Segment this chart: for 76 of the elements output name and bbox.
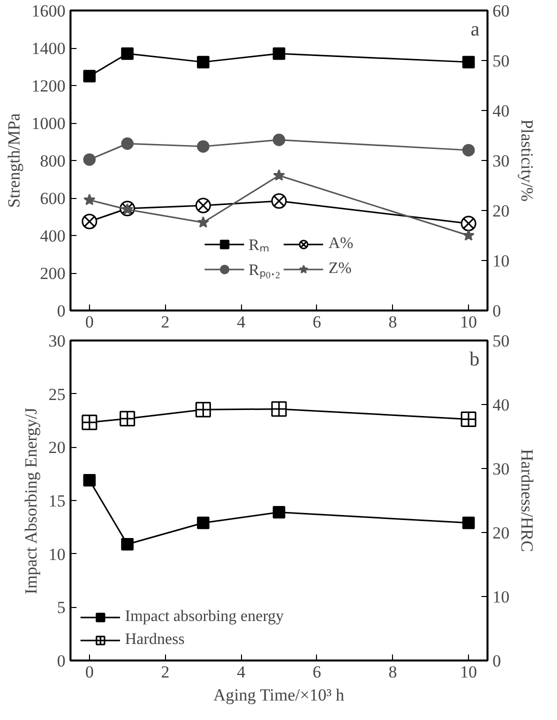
y-tick-label: 15 — [48, 492, 66, 510]
y2-tick-label: 50 — [492, 52, 510, 70]
legend-label: Z% — [328, 260, 352, 278]
y-axis-title: Impact Absorbing Energy/J — [22, 407, 40, 594]
y2-tick-label: 20 — [492, 202, 510, 220]
point — [462, 144, 475, 156]
annotation: a — [470, 18, 480, 40]
y-tick-label: 1200 — [32, 76, 66, 96]
x-tick-label: 8 — [388, 662, 397, 682]
x-axis-title: Aging Time/×10³ h — [213, 686, 345, 704]
x-tick-label: 6 — [312, 312, 322, 332]
point — [195, 198, 211, 214]
point — [120, 410, 136, 426]
x-tick-label: 4 — [236, 662, 246, 682]
y-tick-label: 800 — [40, 152, 66, 170]
y-tick-label: 600 — [40, 189, 66, 208]
y2-tick-label: 20 — [492, 524, 510, 542]
point — [83, 194, 96, 206]
point — [272, 47, 286, 60]
y2-axis-title: Hardness/HRC — [518, 449, 536, 552]
point — [271, 193, 287, 209]
y2-tick-label: 10 — [492, 252, 510, 270]
annotation: b — [470, 348, 480, 370]
legend-label: Impact absorbing energy — [125, 608, 284, 626]
y2-tick-label: 60 — [492, 2, 510, 20]
y-tick-label: 10 — [48, 544, 66, 564]
x-tick-label: 10 — [460, 662, 478, 682]
point — [197, 216, 210, 228]
y2-tick-label: 40 — [492, 396, 510, 414]
x-tick-label: 2 — [161, 312, 170, 332]
x-tick-label: 2 — [161, 662, 170, 682]
x-tick-label: 6 — [312, 662, 322, 682]
point — [272, 506, 286, 518]
point — [272, 134, 286, 146]
y2-tick-label: 30 — [492, 152, 510, 170]
point — [121, 538, 134, 550]
y-tick-label: 400 — [40, 226, 66, 246]
point — [196, 140, 210, 153]
x-tick-label: 0 — [85, 312, 94, 332]
y-tick-label: 1600 — [32, 2, 66, 20]
legend-label: Rₚ₀.₂ — [248, 261, 280, 280]
y-tick-label: 1000 — [32, 114, 66, 133]
y2-axis-title: Plasticity/% — [518, 119, 536, 202]
point — [83, 153, 96, 166]
x-tick-label: 10 — [460, 312, 478, 332]
legend-label: Hardness — [125, 631, 185, 649]
y-tick-label: 20 — [48, 438, 66, 458]
point — [462, 56, 475, 68]
y-tick-label: 5 — [57, 598, 66, 618]
point — [196, 516, 210, 530]
x-tick-label: 8 — [388, 312, 397, 332]
point — [273, 169, 285, 181]
y-tick-label: 25 — [48, 384, 66, 404]
legend-label: Rₘ — [248, 236, 270, 255]
x-tick-label: 4 — [236, 312, 246, 332]
point — [83, 70, 96, 82]
y2-tick-label: 40 — [492, 102, 510, 120]
point — [462, 229, 475, 241]
y-tick-label: 30 — [48, 332, 66, 350]
y-tick-label: 200 — [40, 264, 66, 283]
y-tick-label: 1400 — [32, 39, 66, 58]
y2-tick-label: 50 — [492, 332, 510, 350]
y2-tick-label: 30 — [492, 460, 510, 478]
point — [83, 474, 96, 486]
point — [271, 401, 287, 417]
y-axis-title: Strength/MPa — [4, 112, 24, 208]
point — [462, 516, 475, 530]
legend-label: A% — [328, 235, 354, 253]
point — [121, 137, 134, 150]
point — [196, 56, 210, 68]
x-tick-label: 0 — [85, 662, 94, 682]
point — [195, 402, 211, 418]
y2-tick-label: 10 — [492, 588, 510, 606]
point — [460, 411, 476, 427]
point — [121, 47, 134, 60]
point — [82, 414, 98, 430]
